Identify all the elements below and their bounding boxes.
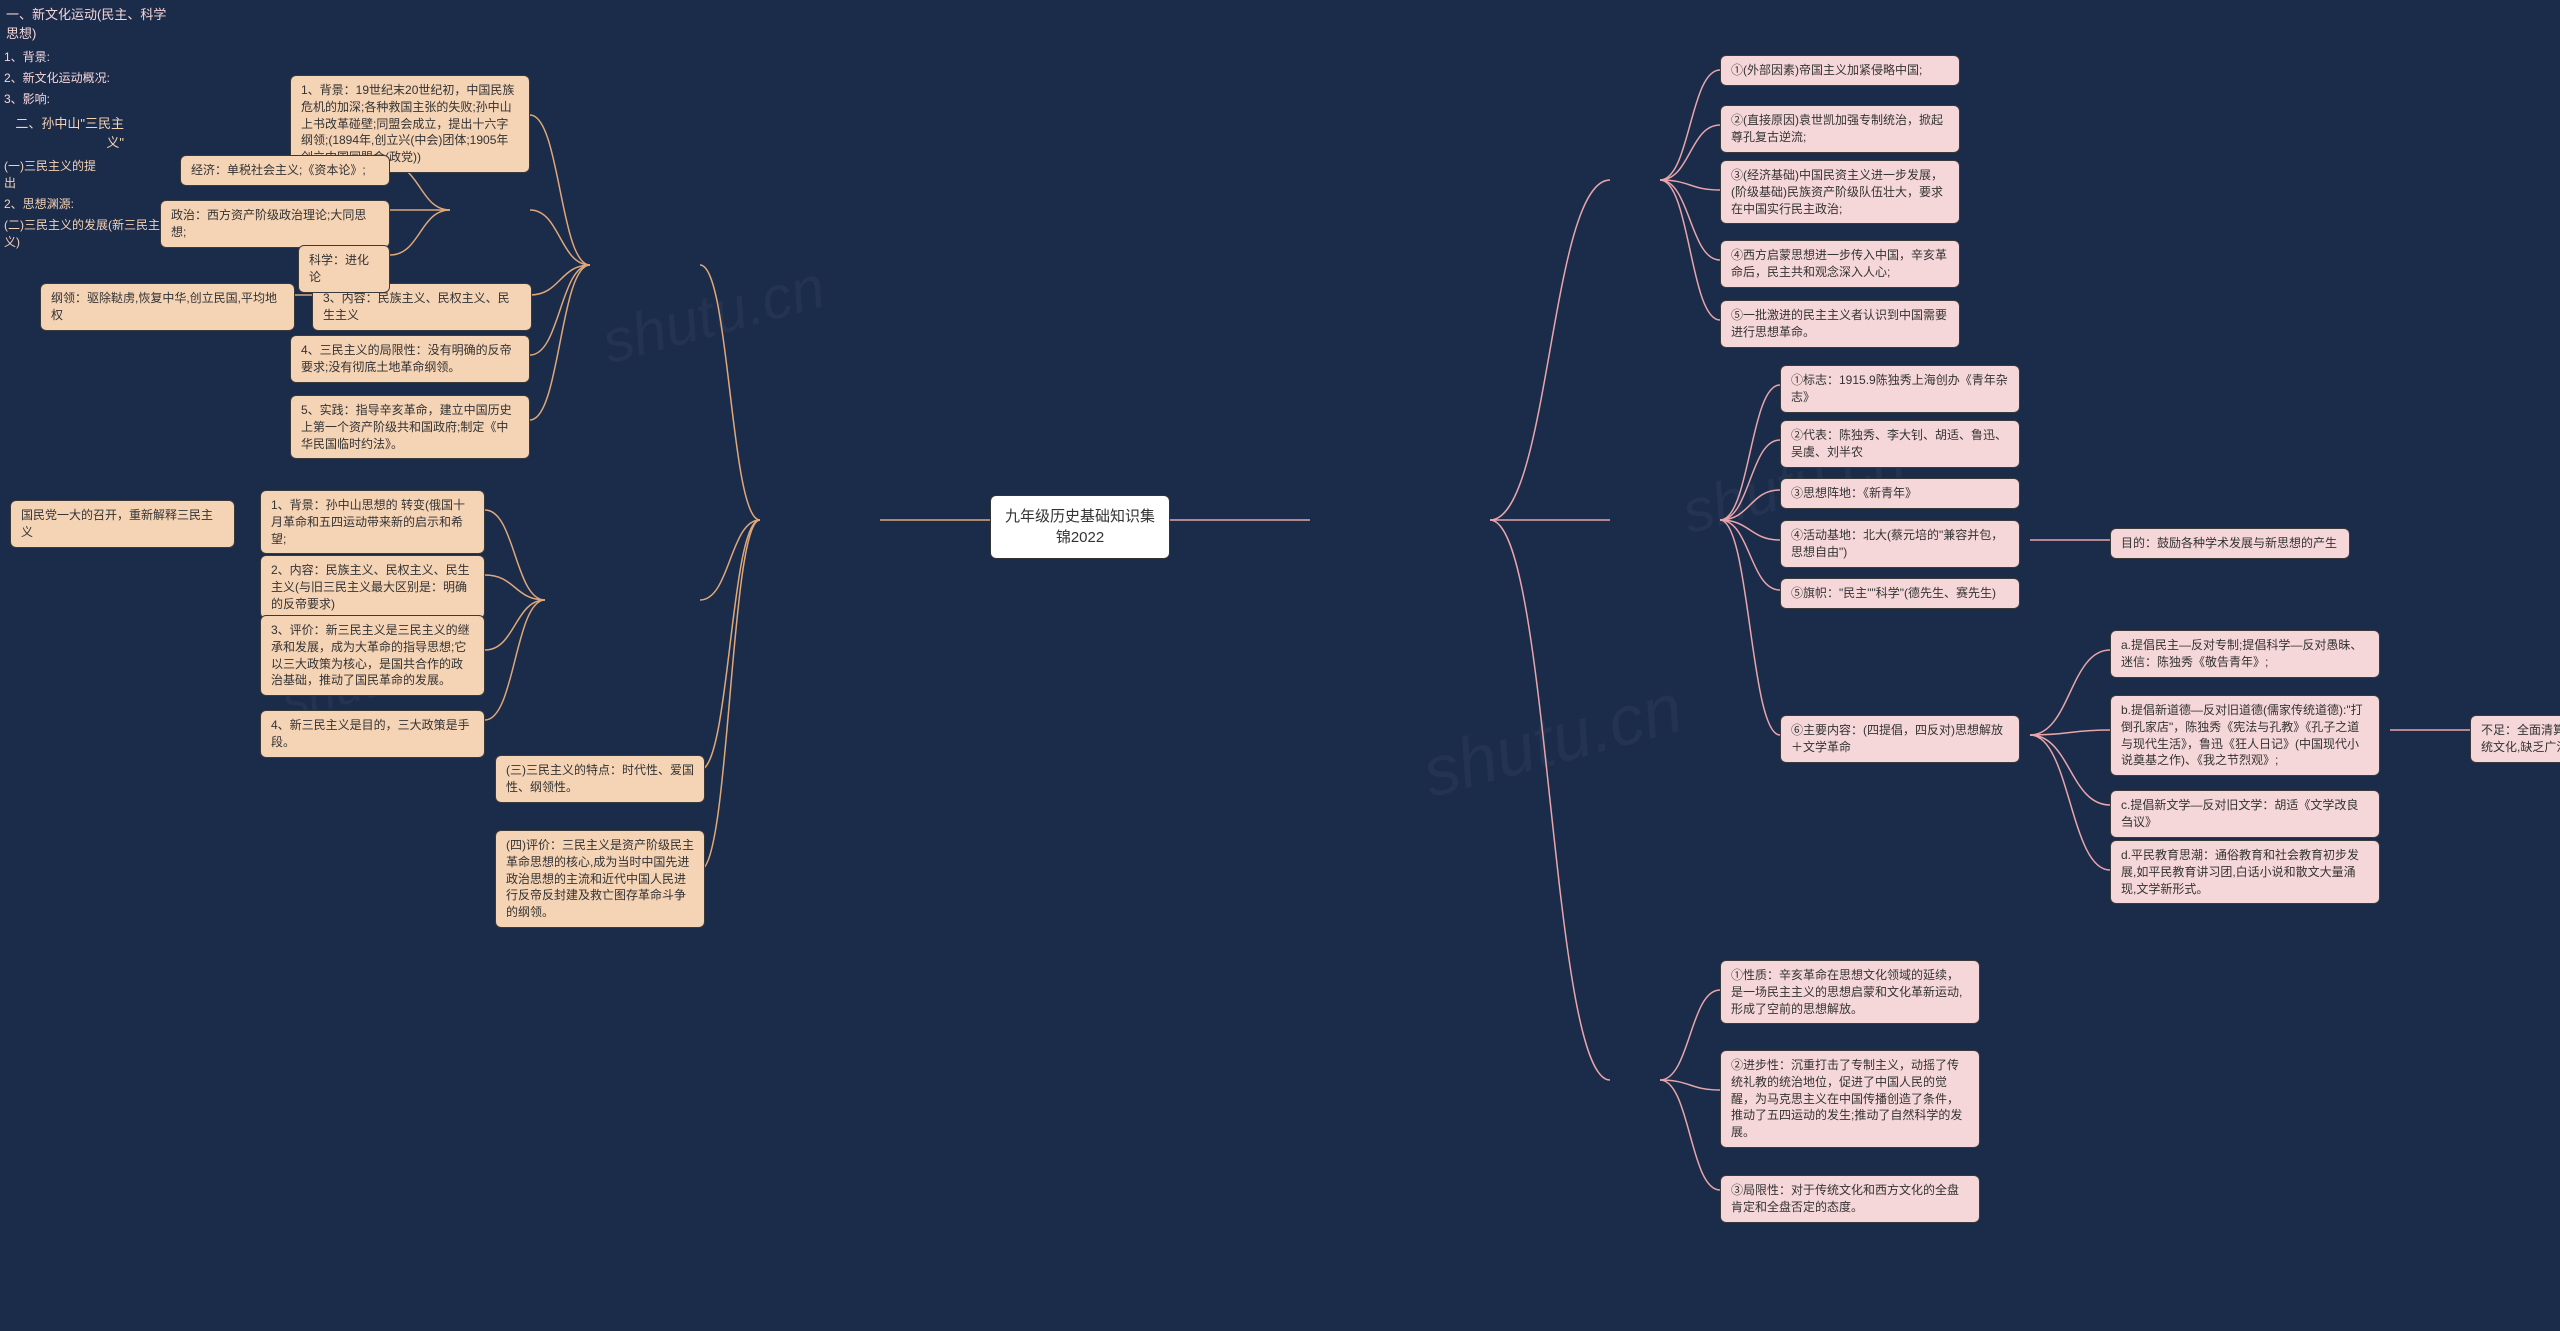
- node-s1-2-a: 经济：单税社会主义;《资本论》;: [180, 155, 390, 186]
- node-b2-1: ②代表：陈独秀、李大钊、胡适、鲁迅、吴虞、刘半农: [1780, 420, 2020, 468]
- node-b3-0: ①性质：辛亥革命在思想文化领域的延续，是一场民主主义的思想启蒙和文化革新运动,形…: [1720, 960, 1980, 1024]
- node-b2-3: ④活动基地：北大(蔡元培的"兼容并包，思想自由"): [1780, 520, 2020, 568]
- node-b2-4-right: 目的：鼓励各种学术发展与新思想的产生: [2110, 528, 2350, 559]
- node-b2-6-b-right: 不足：全面清算过于偏激,全面否定了传统文化,缺乏广泛的群众基础。: [2470, 715, 2560, 763]
- watermark: shutu.cn: [1414, 667, 1690, 813]
- root-node: 九年级历史基础知识集锦2022: [990, 495, 1170, 559]
- watermark: shutu.cn: [595, 252, 832, 377]
- node-b1-2: ③(经济基础)中国民资主义进一步发展，(阶级基础)民族资产阶级队伍壮大，要求在中…: [1720, 160, 1960, 224]
- node-s1-3: 4、三民主义的局限性：没有明确的反帝要求;没有彻底土地革命纲领。: [290, 335, 530, 383]
- branch-s1-title: (一)三民主义的提出: [0, 155, 110, 193]
- node-b2-4: ⑤旗帜："民主""科学"(德先生、赛先生): [1780, 578, 2020, 609]
- node-b2-6-c: c.提倡新文学―反对旧文学：胡适《文学改良刍议》: [2110, 790, 2380, 838]
- node-b2-6-b: b.提倡新道德―反对旧道德(儒家传统道德):"打倒孔家店"，陈独秀《宪法与孔教》…: [2110, 695, 2380, 776]
- node-b1-0: ①(外部因素)帝国主义加紧侵略中国;: [1720, 55, 1960, 86]
- node-s2-3: 4、新三民主义是目的，三大政策是手段。: [260, 710, 485, 758]
- node-s2-0: 1、背景：孙中山思想的 转变(俄国十月革命和五四运动带来新的启示和希望;: [260, 490, 485, 554]
- node-b2-2: ③思想阵地：《新青年》: [1780, 478, 2020, 509]
- node-s1-4: 5、实践：指导辛亥革命，建立中国历史上第一个资产阶级共和国政府;制定《中华民国临…: [290, 395, 530, 459]
- node-s1-2-b: 政治：西方资产阶级政治理论;大同思想;: [160, 200, 390, 248]
- node-b3-2: ③局限性：对于传统文化和西方文化的全盘肯定和全盘否定的态度。: [1720, 1175, 1980, 1223]
- branch-left-title: 二、孙中山"三民主义": [0, 109, 130, 155]
- node-s4: (四)评价：三民主义是资产阶级民主革命思想的核心,成为当时中国先进政治思想的主流…: [495, 830, 705, 928]
- node-s2-2: 3、评价：新三民主义是三民主义的继承和发展，成为大革命的指导思想;它以三大政策为…: [260, 615, 485, 696]
- node-b1-3: ④西方启蒙思想进一步传入中国，辛亥革命后，民主共和观念深入人心;: [1720, 240, 1960, 288]
- branch-b1-title: 1、背景:: [0, 46, 2560, 67]
- node-b1-4: ⑤一批激进的民主主义者认识到中国需要进行思想革命。: [1720, 300, 1960, 348]
- branch-right-title: 一、新文化运动(民主、科学思想): [0, 0, 180, 46]
- node-b2-6-a: a.提倡民主―反对专制;提倡科学―反对愚昧、迷信：陈独秀《敬告青年》;: [2110, 630, 2380, 678]
- node-s2-1: 2、内容：民族主义、民权主义、民生主义(与旧三民主义最大区别是：明确的反帝要求): [260, 555, 485, 619]
- node-b2-0: ①标志：1915.9陈独秀上海创办《青年杂志》: [1780, 365, 2020, 413]
- branch-s2-title: (二)三民主义的发展(新三民主义): [0, 214, 165, 252]
- node-s1-3-left: 纲领：驱除鞑虏,恢复中华,创立民国,平均地权: [40, 283, 295, 331]
- node-b3-1: ②进步性：沉重打击了专制主义，动摇了传统礼教的统治地位，促进了中国人民的觉醒，为…: [1720, 1050, 1980, 1148]
- node-b1-1: ②(直接原因)袁世凯加强专制统治，掀起尊孔复古逆流;: [1720, 105, 1960, 153]
- node-b2-6-d: d.平民教育思潮：通俗教育和社会教育初步发展,如平民教育讲习团,白话小说和散文大…: [2110, 840, 2380, 904]
- node-s3: (三)三民主义的特点：时代性、爱国性、纲领性。: [495, 755, 705, 803]
- node-s2-1-left: 国民党一大的召开，重新解释三民主义: [10, 500, 235, 548]
- node-b2-5: ⑥主要内容：(四提倡，四反对)思想解放＋文学革命: [1780, 715, 2020, 763]
- node-s1-2-c: 科学：进化论: [298, 245, 390, 293]
